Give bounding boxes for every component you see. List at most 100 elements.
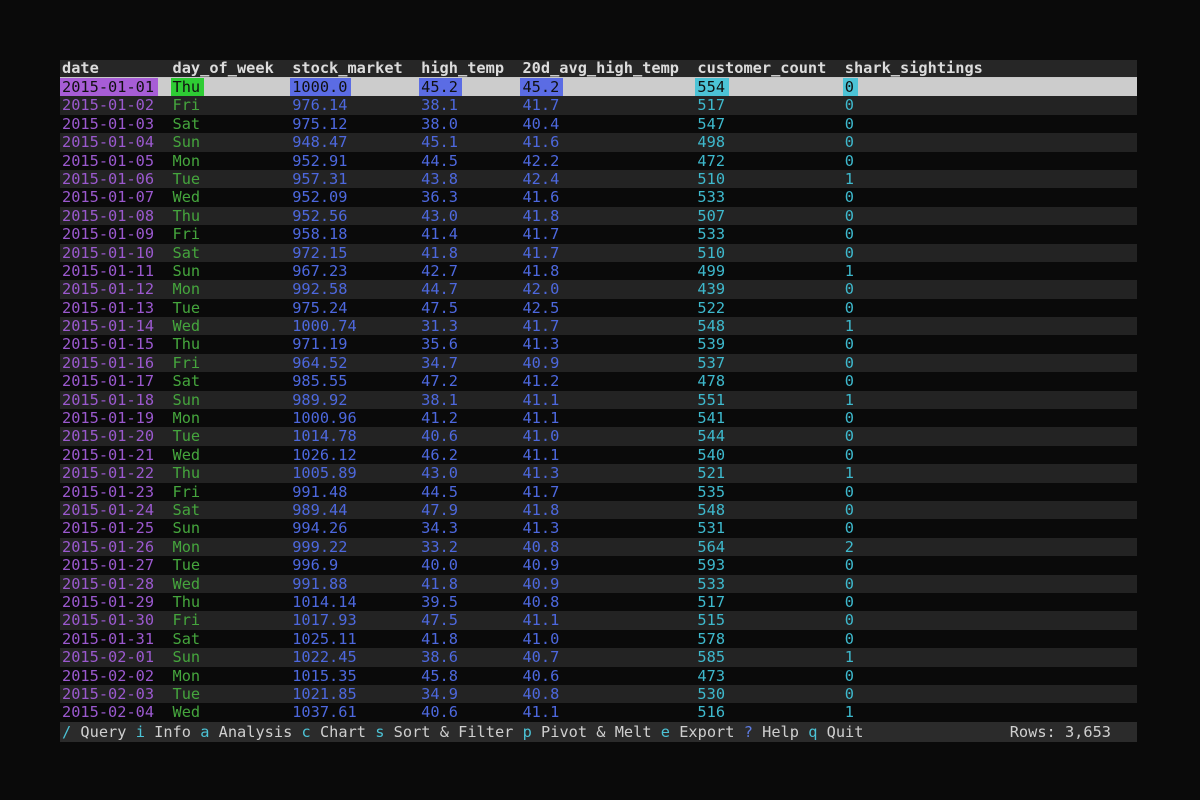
table-row[interactable]: 2015-02-02 Mon 1015.35 45.8 40.6 473 0 (60, 666, 1137, 685)
table-row[interactable]: 2015-01-23 Fri 991.48 44.5 41.7 535 0 (60, 482, 1137, 501)
cell-customer_count: 547 (697, 114, 726, 133)
column-header-high_temp[interactable]: high_temp (421, 59, 505, 77)
cell-day_of_week: Thu (172, 335, 201, 354)
table-row[interactable]: 2015-01-03 Sat 975.12 38.0 40.4 547 0 (60, 114, 1137, 134)
data-table-app: date day_of_week stock_market high_temp 20d_… (60, 60, 1137, 742)
table-row[interactable]: 2015-01-27 Tue 996.9 40.0 40.9 593 0 (60, 556, 1137, 575)
cell-day_of_week: Tue (172, 684, 201, 703)
cell-high_temp: 44.7 (421, 280, 458, 299)
table-row[interactable]: 2015-01-07 Wed 952.09 36.3 41.6 533 0 (60, 188, 1137, 207)
table-row[interactable]: 2015-01-29 Thu 1014.14 39.5 40.8 517 0 (60, 592, 1137, 612)
cell-high_temp: 41.2 (421, 409, 458, 428)
table-row-selected[interactable]: 2015-01-01 Thu 1000.0 45.2 45.2 554 0 (60, 78, 1137, 97)
table-row[interactable]: 2015-01-26 Mon 999.22 33.2 40.8 564 2 (60, 537, 1137, 557)
cell-date: 2015-01-11 (62, 261, 155, 280)
menu-item-pivot-melt[interactable]: p Pivot & Melt (522, 722, 652, 741)
cell-day_of_week: Sun (172, 648, 201, 667)
menu-item-export[interactable]: e Export (660, 722, 735, 741)
cell-20d_avg_high_temp: 41.0 (522, 629, 560, 648)
cell-day_of_week: Mon (172, 280, 201, 299)
cell-shark_sightings: 0 (844, 445, 854, 464)
cell-shark_sightings: 0 (844, 427, 854, 446)
table-row[interactable]: 2015-01-05 Mon 952.91 44.5 42.2 472 0 (60, 151, 1137, 170)
cell-shark_sightings: 0 (842, 78, 1137, 97)
table-row[interactable]: 2015-01-20 Tue 1014.78 40.6 41.0 544 0 (60, 427, 1137, 446)
column-header-stock_market[interactable]: stock_market (292, 59, 403, 77)
cell-stock_market: 1015.35 (292, 666, 357, 685)
cell-day_of_week: Mon (172, 537, 201, 556)
cell-date: 2015-01-20 (62, 427, 155, 446)
cell-shark_sightings: 1 (844, 390, 854, 409)
cell-20d_avg_high_temp: 41.2 (522, 372, 560, 391)
cell-date: 2015-01-07 (62, 188, 155, 207)
cell-shark_sightings: 0 (844, 519, 854, 538)
menu-key-chart: c (301, 722, 311, 741)
table-row[interactable]: 2015-01-11 Sun 967.23 42.7 41.8 499 1 (60, 261, 1137, 281)
cell-20d_avg_high_temp: 41.1 (522, 703, 560, 722)
cell-day_of_week: Wed (172, 445, 201, 464)
menu-item-info[interactable]: i Info (135, 722, 191, 741)
cell-stock_market: 992.58 (292, 280, 348, 299)
table-row[interactable]: 2015-02-04 Wed 1037.61 40.6 41.1 516 1 (60, 703, 1137, 722)
table-row[interactable]: 2015-01-04 Sun 948.47 45.1 41.6 498 0 (60, 133, 1137, 152)
cell-shark_sightings: 0 (844, 188, 854, 207)
cell-stock_market: 975.12 (292, 114, 348, 133)
cell-customer_count: 473 (697, 666, 726, 685)
status-bar: / Query i Info a Analysis c Chart s Sort… (60, 721, 1137, 742)
cell-date: 2015-01-13 (62, 298, 155, 317)
cell-date: 2015-01-27 (62, 556, 155, 575)
cell-day_of_week: Sat (172, 629, 201, 648)
menu-item-query[interactable]: / Query (62, 722, 127, 741)
table-row[interactable]: 2015-01-08 Thu 952.56 43.0 41.8 507 0 (60, 206, 1137, 226)
table-row[interactable]: 2015-01-17 Sat 985.55 47.2 41.2 478 0 (60, 372, 1137, 391)
cell-shark_sightings: 0 (844, 684, 854, 703)
table-row[interactable]: 2015-01-02 Fri 976.14 38.1 41.7 517 0 (60, 96, 1137, 115)
cell-date: 2015-01-05 (62, 151, 155, 170)
menu-item-sort-filter[interactable]: s Sort & Filter (375, 722, 514, 741)
cell-stock_market: 972.15 (292, 243, 348, 262)
cell-date: 2015-01-19 (62, 409, 155, 428)
table-row[interactable]: 2015-01-25 Sun 994.26 34.3 41.3 531 0 (60, 519, 1137, 538)
cell-customer_count: 578 (697, 629, 726, 648)
cell-customer_count: 551 (697, 390, 726, 409)
table-row[interactable]: 2015-01-31 Sat 1025.11 41.8 41.0 578 0 (60, 629, 1137, 649)
table-row[interactable]: 2015-01-22 Thu 1005.89 43.0 41.3 521 1 (60, 464, 1137, 483)
cell-high_temp: 34.3 (421, 519, 458, 538)
cell-customer_count: 533 (697, 574, 726, 593)
menu-item-analysis[interactable]: a Analysis (200, 722, 293, 741)
table-row[interactable]: 2015-01-14 Wed 1000.74 31.3 41.7 548 1 (60, 317, 1137, 336)
table-row[interactable]: 2015-01-24 Sat 989.44 47.9 41.8 548 0 (60, 500, 1137, 520)
cell-date: 2015-01-02 (62, 96, 155, 115)
table-row[interactable]: 2015-02-01 Sun 1022.45 38.6 40.7 585 1 (60, 648, 1137, 667)
table-row[interactable]: 2015-01-21 Wed 1026.12 46.2 41.1 540 0 (60, 445, 1137, 465)
table-row[interactable]: 2015-01-18 Sun 989.92 38.1 41.1 551 1 (60, 390, 1137, 410)
table-row[interactable]: 2015-01-12 Mon 992.58 44.7 42.0 439 0 (60, 280, 1137, 299)
menu-item-chart[interactable]: c Chart (301, 722, 367, 741)
table-row[interactable]: 2015-01-30 Fri 1017.93 47.5 41.1 515 0 (60, 611, 1137, 630)
table-row[interactable]: 2015-01-28 Wed 991.88 41.8 40.9 533 0 (60, 574, 1137, 593)
cell-20d_avg_high_temp: 41.1 (522, 390, 560, 409)
cell-customer_count: 541 (697, 409, 726, 428)
table-row[interactable]: 2015-01-19 Mon 1000.96 41.2 41.1 541 0 (60, 409, 1137, 428)
column-header-date[interactable]: date (62, 59, 99, 77)
cell-shark_sightings: 1 (844, 648, 854, 667)
menu-item-help[interactable]: ? Help (743, 722, 799, 741)
column-header-shark_sightings[interactable]: shark_sightings (844, 59, 983, 77)
cell-day_of_week: Tue (172, 298, 201, 317)
cell-high_temp: 41.8 (421, 574, 458, 593)
table-row[interactable]: 2015-01-06 Tue 957.31 43.8 42.4 510 1 (60, 169, 1137, 189)
menu-item-quit[interactable]: q Quit (808, 722, 864, 741)
cell-day_of_week: Sun (172, 261, 201, 280)
table-row[interactable]: 2015-01-13 Tue 975.24 47.5 42.5 522 0 (60, 298, 1137, 318)
column-header-day_of_week[interactable]: day_of_week (172, 59, 274, 77)
cell-shark_sightings: 0 (844, 225, 854, 244)
table-row[interactable]: 2015-01-09 Fri 958.18 41.4 41.7 533 0 (60, 225, 1137, 244)
column-header-20d_avg_high_temp[interactable]: 20d_avg_high_temp (522, 59, 679, 77)
table-row[interactable]: 2015-01-15 Thu 971.19 35.6 41.3 539 0 (60, 335, 1137, 354)
cell-shark_sightings: 0 (844, 666, 854, 685)
table-row[interactable]: 2015-01-10 Sat 972.15 41.8 41.7 510 0 (60, 243, 1137, 262)
column-header-customer_count[interactable]: customer_count (697, 59, 827, 77)
cell-high_temp: 43.0 (421, 464, 458, 483)
table-row[interactable]: 2015-02-03 Tue 1021.85 34.9 40.8 530 0 (60, 684, 1137, 704)
table-row[interactable]: 2015-01-16 Fri 964.52 34.7 40.9 537 0 (60, 353, 1137, 373)
